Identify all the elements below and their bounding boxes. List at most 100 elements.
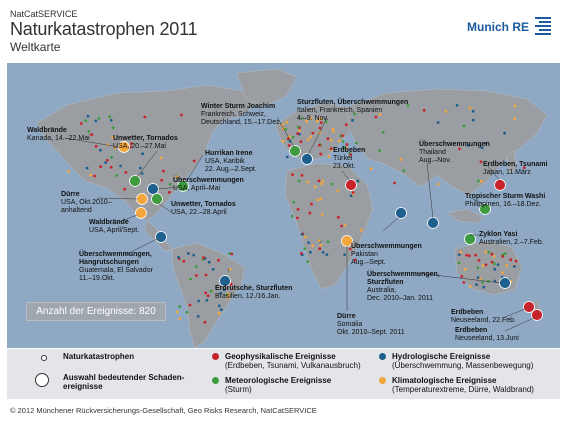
small-event-dot [444, 110, 448, 113]
small-event-dot [93, 174, 96, 178]
small-event-dot [349, 153, 352, 156]
label-thailand-flood: Überschwemmungen Thailand Aug.–Nov. [419, 141, 490, 164]
small-event-dot [325, 253, 329, 256]
small-event-dot [457, 253, 461, 256]
small-event-dot [309, 135, 313, 139]
leader-lines [64, 116, 535, 332]
small-event-dot [109, 165, 113, 169]
small-event-dot [138, 166, 142, 170]
small-event-dot [108, 115, 112, 119]
small-event-dot [436, 182, 440, 186]
small-event-dot [457, 261, 461, 265]
small-event-dot [492, 262, 496, 266]
small-event-dot [436, 121, 440, 124]
small-event-dot [285, 120, 289, 124]
label-hurricane-irene: Hurrikan Irene USA, Karibik 22. Aug.–2.Sep… [205, 150, 257, 173]
label-usa-tornado-april: Unwetter, Tornados USA, 22.–28.April [171, 201, 236, 216]
small-event-dot [326, 240, 330, 244]
small-event-dot [99, 165, 102, 169]
small-event-dot [474, 253, 477, 257]
small-event-dot [197, 299, 201, 303]
marker-pakistan-flood [395, 207, 407, 219]
small-event-dot [296, 132, 299, 135]
marker-hurricane-irene [177, 180, 189, 192]
small-event-dot [463, 268, 467, 271]
small-event-dot [202, 256, 206, 260]
major-event-markers [118, 141, 543, 321]
small-event-dot [512, 264, 516, 268]
small-event-dot [343, 253, 346, 256]
small-event-dot [159, 156, 163, 160]
small-event-dot [359, 228, 363, 232]
small-event-dot [300, 252, 303, 255]
hydrological-dot-icon [379, 353, 386, 360]
legend-hydrological: Hydrologische Ereignisse (Überschwemmung,… [392, 352, 534, 370]
small-event-dot [351, 118, 354, 122]
small-event-dot [292, 200, 296, 204]
small-event-dot [180, 113, 183, 117]
small-event-dot [309, 116, 313, 120]
small-event-dot [459, 250, 463, 254]
small-event-dot [406, 104, 410, 107]
marker-usa-drought [136, 193, 148, 205]
marker-storm-joachim [289, 145, 301, 157]
small-event-dot [480, 146, 484, 150]
small-event-dot [513, 104, 517, 108]
small-event-dots [67, 104, 526, 324]
small-event-dot [402, 169, 406, 173]
small-event-dot [482, 285, 486, 289]
small-event-dot [336, 189, 340, 192]
label-usa-tornado-may: Unwetter, Tornados USA, 20.–27.Mai [113, 135, 178, 150]
legend-selection-label: Auswahl bedeutender Schaden-ereignisse [63, 373, 185, 391]
small-event-dot [291, 135, 295, 139]
small-event-dot [318, 126, 322, 130]
small-event-dot [484, 142, 488, 145]
small-event-dot [106, 143, 109, 146]
small-event-dot [317, 179, 321, 183]
small-event-dot [218, 304, 221, 308]
small-event-dot [484, 250, 488, 254]
small-event-dot [471, 118, 475, 122]
small-event-dot [298, 129, 301, 132]
small-event-dot [399, 158, 403, 161]
page-subtitle: Weltkarte [10, 40, 61, 54]
small-event-dot [465, 253, 468, 257]
small-event-dot [345, 143, 349, 146]
small-event-dot [501, 271, 504, 275]
small-event-dot [336, 215, 340, 219]
legend: Naturkatastrophen Auswahl bedeutender Sc… [7, 349, 560, 399]
small-event-dot [340, 224, 343, 228]
small-event-dot [230, 252, 234, 256]
small-event-dot [313, 185, 317, 189]
marker-japan-quake [494, 179, 506, 191]
small-event-dot [222, 288, 226, 292]
small-event-dot [492, 254, 496, 258]
small-event-dot [311, 131, 315, 135]
small-event-dot [318, 143, 321, 147]
greenland-land [236, 68, 298, 108]
small-event-dot [119, 164, 122, 168]
climatological-dot-icon [379, 377, 386, 384]
small-event-dot [477, 259, 481, 262]
geophysical-dot-icon [212, 353, 219, 360]
label-australia-flood: Überschwemmungen, Sturzfluten Australia, De… [367, 271, 440, 302]
small-event-dot [348, 247, 352, 251]
small-event-dot [478, 277, 482, 280]
legend-natcat-label: Naturkatastrophen [63, 352, 135, 361]
small-event-dot [228, 268, 232, 271]
small-event-dot [467, 254, 471, 258]
small-event-dot [211, 267, 215, 271]
small-event-dot [94, 119, 98, 123]
small-event-dot [111, 136, 115, 139]
small-event-dot [300, 116, 304, 120]
small-event-dot [319, 117, 322, 121]
small-event-dot [67, 170, 71, 173]
small-event-dot [206, 294, 210, 298]
small-event-dot [217, 311, 221, 315]
small-event-dot [79, 122, 83, 125]
small-event-dot [203, 320, 207, 324]
small-event-dot [514, 259, 518, 263]
small-event-dot [490, 260, 494, 264]
small-event-dot [378, 149, 381, 152]
label-somalia-drought: Dürre Somalia Okt. 2010–Sept. 2011 [337, 313, 405, 336]
